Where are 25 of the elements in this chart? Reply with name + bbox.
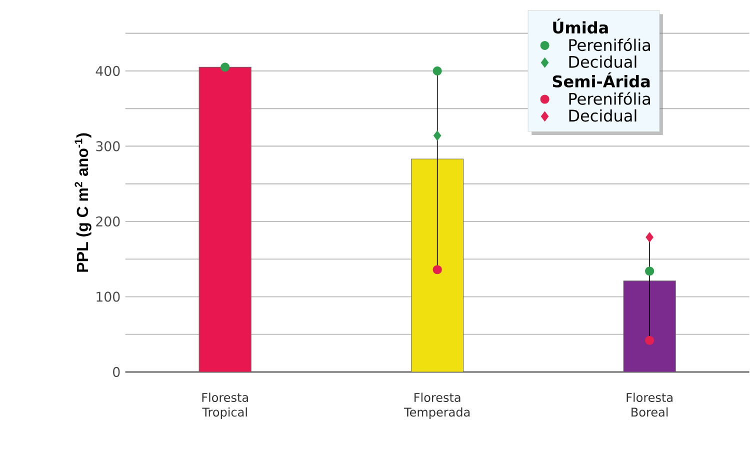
- x-tick-label: Floresta Boreal: [626, 392, 672, 417]
- y-tick-label: 400: [96, 66, 120, 76]
- bar: [623, 280, 676, 372]
- y-tick-label: 200: [96, 216, 120, 227]
- x-tick-label: Floresta Tropical: [202, 392, 248, 419]
- legend-label: Decidual: [569, 109, 636, 122]
- point: [646, 232, 654, 242]
- point: [220, 62, 230, 72]
- bar: [411, 158, 464, 372]
- point: [432, 66, 442, 76]
- y-tick-label: 100: [96, 292, 120, 302]
- y-axis-title: PPL (g C m$^{2}$ ano$^{-1}$): [74, 133, 92, 272]
- y-tick-label: 0: [113, 366, 120, 378]
- point: [432, 265, 442, 274]
- legend-label: Perenifólia: [569, 92, 650, 105]
- bar: [198, 66, 252, 372]
- point: [433, 130, 442, 141]
- point: [645, 266, 654, 276]
- annotation: Semi-Árida: [552, 72, 650, 88]
- legend-label: Decidual: [569, 56, 636, 68]
- y-tick-label: 300: [96, 141, 120, 152]
- x-tick-label: Floresta Temperada: [404, 392, 470, 419]
- point: [645, 336, 654, 345]
- annotation: Úmida: [553, 18, 608, 34]
- legend-label: Perenifólia: [569, 38, 650, 52]
